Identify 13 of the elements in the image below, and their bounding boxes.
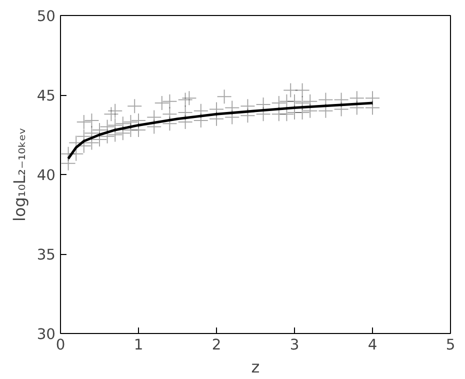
x-tick-label: 5 [446, 336, 456, 354]
x-tick-label: 3 [290, 336, 300, 354]
x-tick-label: 4 [368, 336, 378, 354]
x-axis-title: z [251, 358, 260, 376]
y-tick-label: 40 [36, 167, 56, 184]
y-tick-label: 45 [36, 88, 56, 104]
y-tick-label: 30 [36, 326, 56, 343]
y-axis-title: log₁₀L₂₋₁₀ₖₑᵥ [10, 128, 29, 222]
y-tick-label: 50 [36, 8, 56, 25]
x-tick-label: 1 [134, 336, 144, 354]
x-tick-label: 2 [212, 336, 222, 354]
x-tick-label: 0 [56, 336, 66, 354]
y-tick-label: 35 [36, 246, 56, 264]
